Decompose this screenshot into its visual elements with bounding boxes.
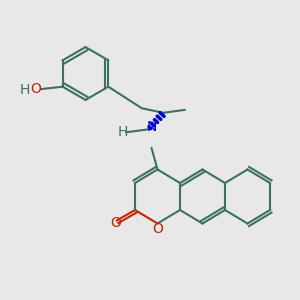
- Text: H: H: [19, 83, 30, 97]
- Text: H: H: [117, 125, 128, 139]
- Text: O: O: [153, 222, 164, 236]
- Text: O: O: [110, 216, 121, 230]
- Text: O: O: [30, 82, 41, 96]
- Text: N: N: [147, 120, 157, 134]
